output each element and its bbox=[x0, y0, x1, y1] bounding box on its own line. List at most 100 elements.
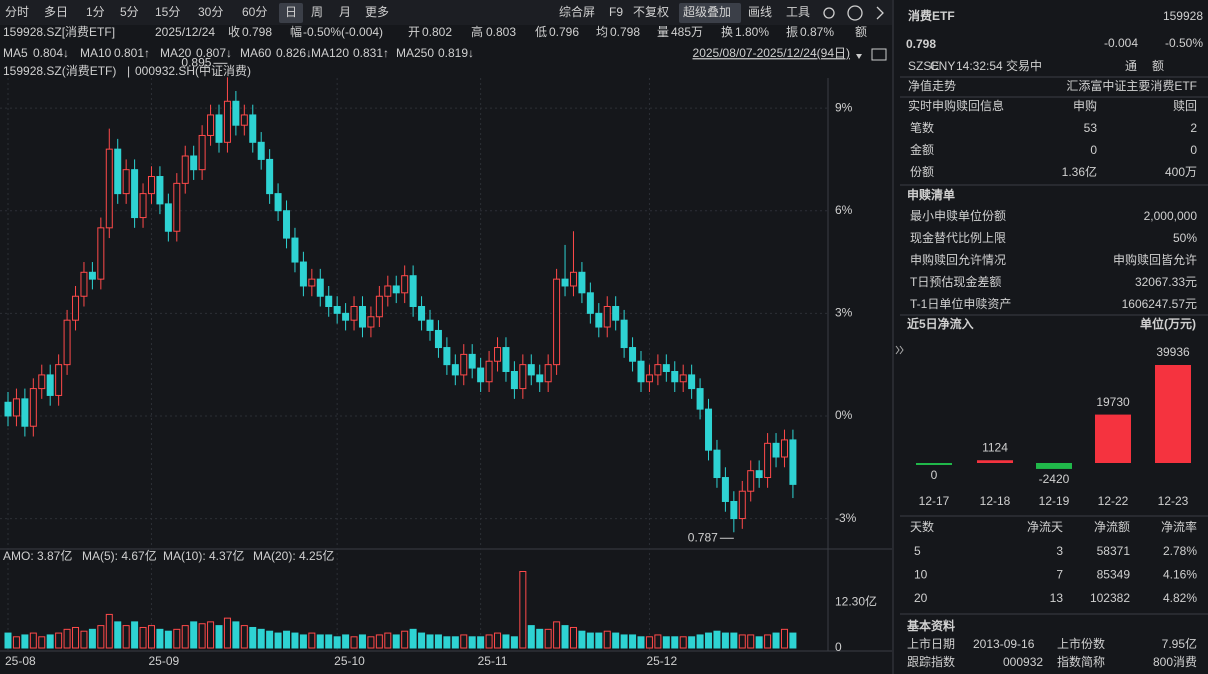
candle-body bbox=[266, 158, 274, 195]
cell: 跟踪指数 bbox=[907, 654, 955, 669]
row-label: 金额 bbox=[910, 142, 934, 157]
candle-body bbox=[4, 401, 12, 417]
period-tab[interactable]: 分时 bbox=[5, 5, 29, 19]
candle-body bbox=[316, 278, 324, 297]
cell: 7.95亿 bbox=[1162, 636, 1197, 651]
tool-button[interactable]: 画线 bbox=[748, 5, 772, 19]
period-tab[interactable]: 15分 bbox=[155, 5, 180, 19]
candle-body bbox=[358, 306, 366, 328]
tool-button[interactable]: 工具 bbox=[786, 5, 810, 19]
candle-body bbox=[190, 155, 198, 171]
value-label: 1124 bbox=[982, 440, 1008, 454]
ma-value: 0.807↓ bbox=[196, 46, 232, 60]
candle-body bbox=[283, 210, 291, 239]
inflow-bar bbox=[1036, 463, 1072, 469]
cell[interactable]: 000932 bbox=[1003, 655, 1043, 669]
volume-bar bbox=[586, 632, 594, 649]
volume-bar bbox=[80, 630, 88, 649]
y-tick-label: 12.30亿 bbox=[835, 593, 877, 608]
volume-bar bbox=[215, 625, 223, 649]
quote-label: 幅 bbox=[290, 24, 302, 39]
inflow-bar bbox=[1155, 365, 1191, 463]
volume-bar bbox=[738, 634, 746, 649]
period-tab[interactable]: 日 bbox=[285, 5, 297, 19]
volume-bar bbox=[629, 634, 637, 649]
volume-bar bbox=[367, 636, 375, 649]
cell: 2.78% bbox=[1163, 544, 1197, 558]
cell: 指数简称 bbox=[1057, 654, 1105, 669]
volume-bar bbox=[696, 634, 704, 649]
period-tab[interactable]: 多日 bbox=[44, 5, 68, 19]
cell: 85349 bbox=[1097, 568, 1131, 582]
candle-body bbox=[147, 176, 155, 195]
table-header: 赎回 bbox=[1173, 99, 1197, 113]
cell: 32067.33元 bbox=[1135, 275, 1197, 289]
period-tab[interactable]: 5分 bbox=[120, 5, 139, 19]
volume-bar bbox=[578, 630, 586, 649]
period-tab[interactable]: 更多 bbox=[365, 5, 389, 19]
candle-body bbox=[451, 364, 459, 376]
range-dropdown[interactable] bbox=[856, 54, 862, 59]
date-range[interactable]: 2025/08/07-2025/12/24(94日) bbox=[693, 46, 850, 60]
volume-bar bbox=[198, 623, 206, 649]
candle-body bbox=[308, 278, 316, 287]
candle-body bbox=[223, 100, 231, 143]
volume-bar bbox=[536, 628, 544, 649]
candle-body bbox=[105, 148, 113, 229]
candle-body bbox=[181, 155, 189, 184]
cell: 申购赎回皆允许 bbox=[1113, 252, 1197, 267]
candle-body bbox=[595, 312, 603, 328]
candle-body bbox=[629, 347, 637, 362]
candle-body bbox=[578, 271, 586, 294]
y-tick-label: 0 bbox=[835, 640, 842, 654]
candle-body bbox=[367, 316, 375, 328]
status: SZSE bbox=[908, 59, 939, 73]
period-tab[interactable]: 1分 bbox=[86, 5, 105, 19]
volume-bar bbox=[308, 632, 316, 649]
candle-body bbox=[544, 364, 552, 383]
period-tab[interactable]: 周 bbox=[311, 5, 323, 19]
candle-body bbox=[46, 374, 54, 396]
volume-bar bbox=[29, 632, 37, 649]
volume-bar bbox=[232, 621, 240, 649]
tool-button[interactable]: 不复权 bbox=[633, 5, 669, 19]
tool-button[interactable]: 综合屏 bbox=[559, 4, 595, 19]
period-tab[interactable]: 月 bbox=[339, 5, 351, 19]
cell: 5 bbox=[914, 544, 921, 558]
volume-bar bbox=[63, 628, 71, 649]
collapse-icon[interactable] bbox=[876, 6, 884, 20]
candle-body bbox=[443, 347, 451, 366]
help-icon[interactable] bbox=[847, 5, 863, 21]
unit-label: 单位(万元) bbox=[1140, 316, 1196, 331]
volume-bar bbox=[764, 634, 772, 649]
settings-icon[interactable] bbox=[823, 7, 835, 19]
cell: 上市份数 bbox=[1057, 636, 1105, 651]
volume-bar bbox=[485, 634, 493, 649]
period-tab[interactable]: 60分 bbox=[242, 5, 267, 19]
candle-body bbox=[198, 134, 206, 171]
ma-value: 0.801↑ bbox=[114, 46, 150, 60]
candle-body bbox=[392, 285, 400, 294]
row-label: 笔数 bbox=[910, 120, 934, 135]
volume-bar bbox=[105, 613, 113, 649]
legend-item: AMO: 3.87亿 bbox=[3, 548, 72, 563]
volume-bar bbox=[418, 632, 426, 649]
range-icon[interactable] bbox=[871, 48, 887, 61]
tool-button[interactable]: 超级叠加 bbox=[683, 4, 731, 19]
candle-body bbox=[173, 182, 181, 232]
period-tab[interactable]: 30分 bbox=[198, 5, 223, 19]
volume-bar bbox=[755, 636, 763, 649]
candle-body bbox=[274, 193, 282, 212]
quote-value: 0.87% bbox=[800, 25, 834, 39]
cell: 102382 bbox=[1090, 591, 1130, 605]
volume-bar bbox=[72, 626, 80, 649]
candle-body bbox=[12, 398, 20, 417]
tool-button[interactable]: F9 bbox=[609, 5, 623, 19]
candle-body bbox=[764, 442, 772, 479]
volume-bar bbox=[12, 636, 20, 649]
quote-label: 量 bbox=[657, 25, 669, 39]
cell: 0 bbox=[1190, 143, 1197, 157]
candle-body bbox=[772, 442, 780, 458]
expand-icon[interactable] bbox=[895, 345, 904, 355]
volume-bar bbox=[147, 625, 155, 649]
